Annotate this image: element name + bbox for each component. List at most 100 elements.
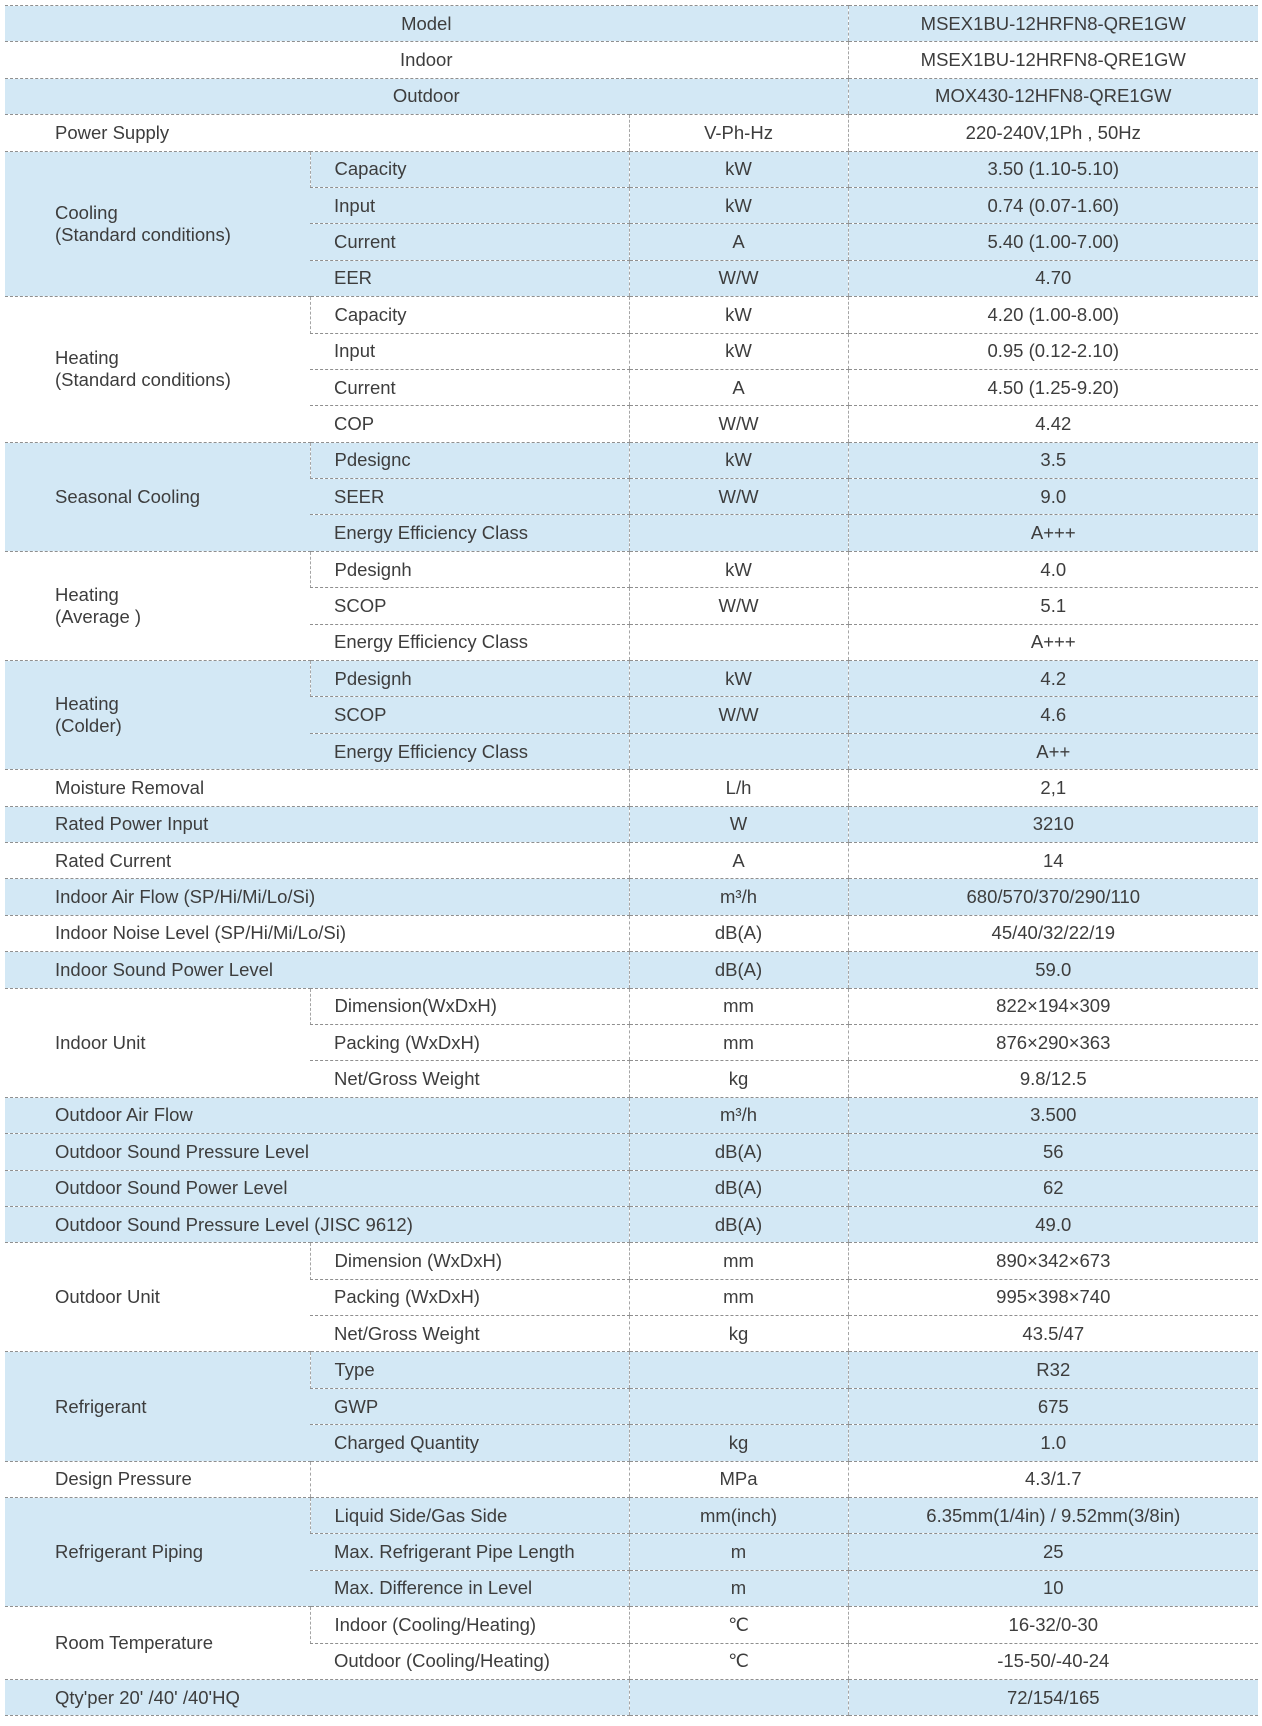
value: 3.500 xyxy=(847,1096,1259,1135)
table-row: Room Temperature Indoor (Cooling/Heating)… xyxy=(5,1606,1259,1680)
section-label: Heating (Standard conditions) xyxy=(5,296,310,443)
section-label-line: (Standard conditions) xyxy=(55,223,231,245)
section-label: Moisture Removal xyxy=(5,769,629,807)
unit: dB(A) xyxy=(628,951,849,989)
sub-label: Dimension (WxDxH) xyxy=(309,1242,629,1280)
value: 220-240V,1Ph , 50Hz xyxy=(847,114,1259,152)
value: 6.35mm(1/4in) / 9.52mm(3/8in) xyxy=(847,1497,1259,1535)
section-label-line: Heating xyxy=(55,583,119,605)
unit: m³/h xyxy=(628,878,849,916)
unit: kW xyxy=(628,660,849,698)
unit: kg xyxy=(628,1315,849,1353)
value: 62 xyxy=(847,1169,1259,1207)
sub-label: Pdesignh xyxy=(309,660,629,698)
table-row: Outdoor Sound Power Level dB(A) 62 xyxy=(5,1169,1259,1207)
header-label: Model xyxy=(5,4,849,43)
table-row: Indoor Air Flow (SP/Hi/Mi/Lo/Si) m³/h 680/… xyxy=(5,878,1259,916)
section-label: Outdoor Sound Power Level xyxy=(5,1169,629,1207)
sub-label: GWP xyxy=(310,1387,629,1426)
sub-label: Max. Refrigerant Pipe Length xyxy=(310,1533,629,1571)
unit: W/W xyxy=(628,405,849,443)
value: 43.5/47 xyxy=(847,1315,1259,1353)
value: 0.95 (0.12-2.10) xyxy=(847,332,1259,370)
table-row: EER W/W 4.70 xyxy=(5,259,1259,298)
unit: kW xyxy=(628,550,849,589)
table-row: Heating (Standard conditions) Capacity kW 4.… xyxy=(5,296,1259,443)
unit: kg xyxy=(628,1060,849,1098)
section-label: Indoor Unit xyxy=(5,987,310,1098)
unit: dB(A) xyxy=(628,1133,849,1171)
section-label-line: Indoor Sound Power Level xyxy=(55,958,274,980)
sub-label: Max. Difference in Level xyxy=(310,1569,629,1608)
unit xyxy=(628,1387,849,1426)
sub-label: Pdesignh xyxy=(309,550,629,589)
table-row: Refrigerant Type R32 xyxy=(5,1351,1259,1462)
table-row: Net/Gross Weight kg 9.8/12.5 xyxy=(5,1060,1259,1098)
sub-label: Capacity xyxy=(309,296,629,334)
section-label: Outdoor Sound Pressure Level (JISC 9612) xyxy=(5,1205,629,1244)
value: 72/154/165 xyxy=(847,1678,1259,1717)
table-row: Outdoor Air Flow m³/h 3.500 xyxy=(5,1096,1259,1135)
table-row: Heating (Colder) Pdesignh kW 4.2 xyxy=(5,660,1259,771)
sub-label: Input xyxy=(310,186,629,225)
header-label: Outdoor xyxy=(5,77,849,116)
table-row: Power Supply V-Ph-Hz 220-240V,1Ph , 50Hz xyxy=(5,114,1259,152)
value: -15-50/-40-24 xyxy=(847,1642,1259,1680)
unit: m xyxy=(628,1533,849,1571)
value: 9.0 xyxy=(847,478,1259,516)
table-row: Seasonal Cooling Pdesignc kW 3.5 xyxy=(5,441,1259,552)
unit: W/W xyxy=(628,478,849,516)
unit: ℃ xyxy=(628,1642,849,1680)
section-label-line: Outdoor Sound Pressure Level xyxy=(55,1140,310,1162)
value: 4.3/1.7 xyxy=(847,1460,1259,1499)
section-label: Qty'per 20' /40' /40'HQ xyxy=(5,1678,629,1717)
unit: mm(inch) xyxy=(628,1497,849,1535)
value: 4.42 xyxy=(847,405,1259,443)
section-label-line: (Average ) xyxy=(55,605,142,627)
sub-label: COP xyxy=(310,405,629,443)
unit: L/h xyxy=(628,769,849,807)
sub-label: Input xyxy=(310,332,629,370)
value: 5.40 (1.00-7.00) xyxy=(847,223,1259,261)
sub-label: Current xyxy=(310,368,629,407)
value: 0.74 (0.07-1.60) xyxy=(847,186,1259,225)
value: A+++ xyxy=(847,623,1259,662)
value: 1.0 xyxy=(847,1424,1259,1462)
unit: MPa xyxy=(628,1460,849,1499)
value: 680/570/370/290/110 xyxy=(847,878,1259,916)
section-label: Room Temperature xyxy=(5,1606,310,1680)
table-row: Max. Refrigerant Pipe Length m 25 xyxy=(5,1533,1259,1571)
sub-label: Charged Quantity xyxy=(310,1424,629,1462)
section-label: Rated Power Input xyxy=(5,805,629,843)
value: 49.0 xyxy=(847,1205,1259,1244)
spec-table: Model MSEX1BU-12HRFN8-QRE1GW Indoor MSEX1BU… xyxy=(5,4,1259,1717)
unit: mm xyxy=(628,1242,849,1280)
section-label-line: Outdoor Air Flow xyxy=(55,1104,193,1126)
table-row: Charged Quantity kg 1.0 xyxy=(5,1424,1259,1462)
table-row: Packing (WxDxH) mm 876×290×363 xyxy=(5,1023,1259,1062)
value: 25 xyxy=(847,1533,1259,1571)
table-row: Max. Difference in Level m 10 xyxy=(5,1569,1259,1608)
header-value: MSEX1BU-12HRFN8-QRE1GW xyxy=(847,4,1259,43)
section-label-line: Design Pressure xyxy=(55,1468,192,1490)
unit: kW xyxy=(628,332,849,370)
unit: kW xyxy=(628,186,849,225)
section-label-line: Heating xyxy=(55,347,119,369)
table-row: Energy Efficiency Class A+++ xyxy=(5,514,1259,552)
sub-label: Liquid Side/Gas Side xyxy=(309,1497,629,1535)
table-row: SEER W/W 9.0 xyxy=(5,478,1259,516)
value: 4.20 (1.00-8.00) xyxy=(847,296,1259,334)
value: 876×290×363 xyxy=(847,1023,1259,1062)
table-row: Qty'per 20' /40' /40'HQ 72/154/165 xyxy=(5,1678,1259,1717)
table-row: Indoor Sound Power Level dB(A) 59.0 xyxy=(5,951,1259,989)
unit: A xyxy=(628,223,849,261)
table-row: Outdoor Sound Pressure Level dB(A) 56 xyxy=(5,1133,1259,1171)
unit: W xyxy=(628,805,849,843)
unit xyxy=(628,514,849,552)
sub-label: Dimension(WxDxH) xyxy=(309,987,629,1025)
section-label: Refrigerant xyxy=(5,1351,310,1462)
table-row: Rated Current A 14 xyxy=(5,841,1259,880)
value: 5.1 xyxy=(847,587,1259,625)
section-label: Indoor Sound Power Level xyxy=(5,951,629,989)
unit: W/W xyxy=(628,259,849,298)
